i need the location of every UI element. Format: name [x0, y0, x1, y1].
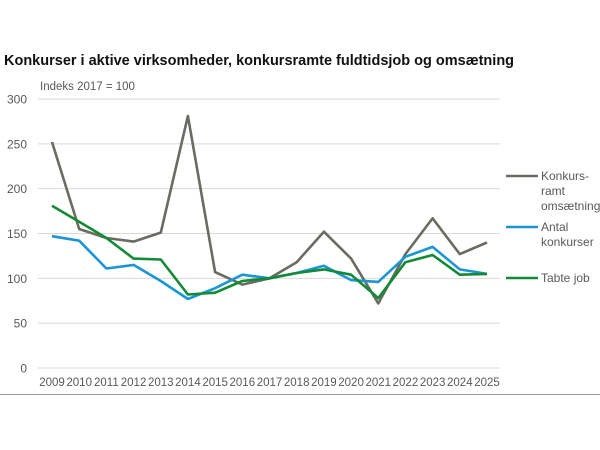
x-tick-label: 2020 — [338, 377, 364, 389]
x-tick-label: 2012 — [121, 377, 147, 389]
legend-label: omsætning — [541, 199, 600, 213]
x-tick-label: 2010 — [66, 377, 92, 389]
chart-subtitle: Indeks 2017 = 100 — [40, 81, 135, 93]
legend-label: Tabte job — [541, 271, 590, 285]
x-tick-label: 2024 — [447, 377, 473, 389]
chart-title: Konkurser i aktive virksomheder, konkurs… — [4, 53, 515, 69]
y-tick-label: 150 — [7, 227, 27, 241]
y-tick-label: 100 — [7, 272, 27, 286]
x-tick-label: 2022 — [393, 377, 419, 389]
x-tick-label: 2021 — [365, 377, 391, 389]
legend-label: Antal — [541, 220, 568, 234]
x-tick-label: 2013 — [148, 377, 174, 389]
x-tick-label: 2025 — [474, 377, 500, 389]
x-tick-label: 2017 — [257, 377, 283, 389]
x-tick-label: 2019 — [311, 377, 337, 389]
x-tick-label: 2023 — [420, 377, 446, 389]
x-tick-label: 2011 — [94, 377, 119, 389]
legend-label: ramt — [541, 184, 566, 198]
x-tick-label: 2018 — [284, 377, 310, 389]
y-tick-label: 250 — [7, 137, 27, 151]
divider — [0, 394, 600, 395]
x-tick-label: 2014 — [175, 377, 201, 389]
legend-label: konkurser — [541, 235, 594, 249]
y-tick-label: 0 — [20, 362, 27, 376]
y-tick-label: 200 — [7, 182, 27, 196]
x-tick-label: 2009 — [39, 377, 65, 389]
y-tick-label: 300 — [7, 93, 27, 107]
x-tick-label: 2016 — [230, 377, 256, 389]
x-tick-label: 2015 — [202, 377, 228, 389]
y-tick-label: 50 — [14, 317, 28, 331]
legend-label: Konkurs- — [541, 169, 589, 183]
